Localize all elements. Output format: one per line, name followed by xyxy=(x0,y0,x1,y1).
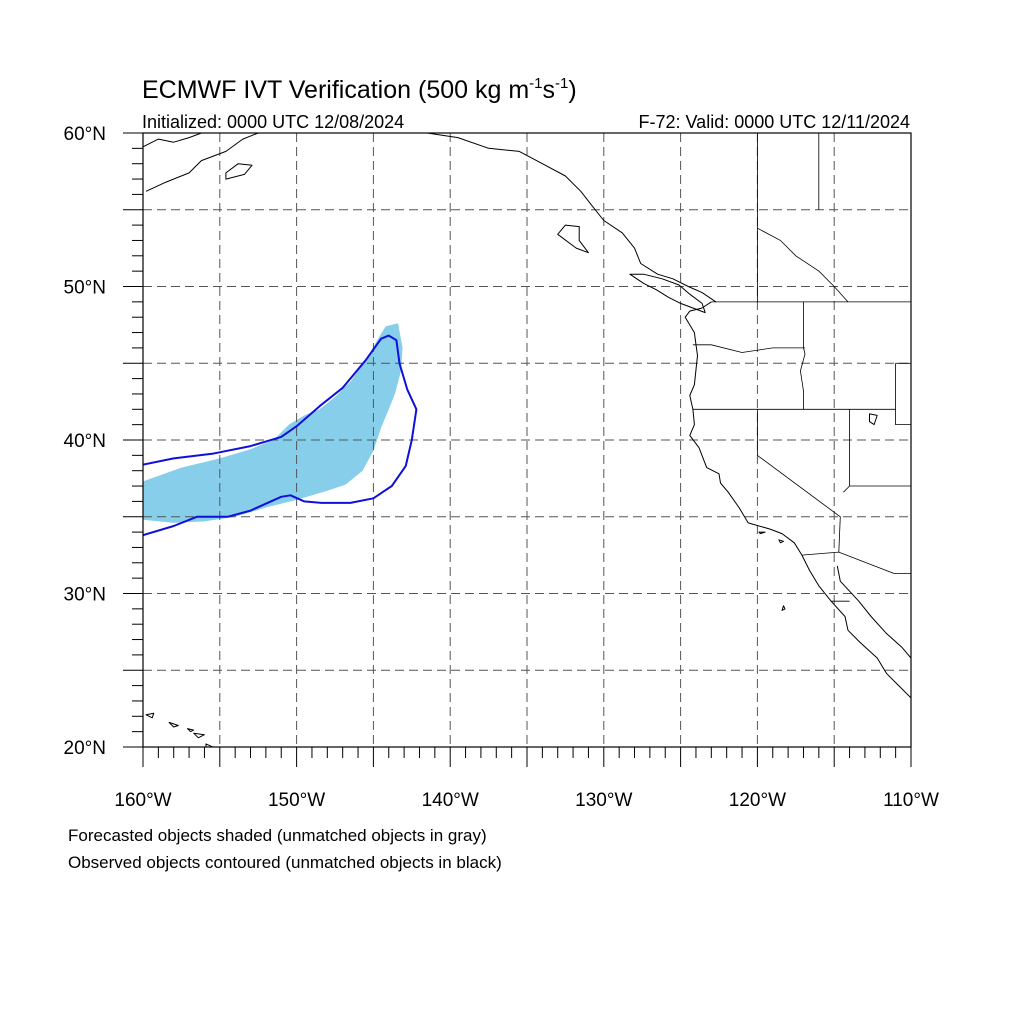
coastline xyxy=(193,732,205,739)
coastline xyxy=(187,728,195,733)
boundary-line xyxy=(757,409,841,553)
latitude-label: 40°N xyxy=(64,431,106,452)
figure-title: ECMWF IVT Verification (500 kg m-1s-1) xyxy=(142,75,577,104)
coastlines xyxy=(143,133,911,747)
coastline xyxy=(143,133,202,148)
coastline xyxy=(781,605,786,611)
latitude-label: 60°N xyxy=(64,124,106,145)
political-boundaries xyxy=(692,133,911,602)
boundary-line xyxy=(799,301,806,410)
latitude-label: 50°N xyxy=(64,278,106,299)
map-area xyxy=(143,133,911,747)
longitude-label: 110°W xyxy=(883,790,939,811)
forecast-layer xyxy=(143,323,403,523)
longitude-label: 160°W xyxy=(114,790,171,811)
observed-object-contour xyxy=(143,334,418,537)
observed-layer xyxy=(143,334,418,537)
axis-ticks xyxy=(123,132,912,767)
forecast-object xyxy=(143,323,403,523)
longitude-label: 120°W xyxy=(729,790,786,811)
gridlines xyxy=(143,133,911,747)
coastline xyxy=(778,539,784,544)
coastline xyxy=(836,565,911,659)
coastline xyxy=(557,224,589,254)
longitude-label: 140°W xyxy=(422,790,479,811)
valid-label: F-72: Valid: 0000 UTC 12/11/2024 xyxy=(639,112,911,132)
boundary-line xyxy=(757,227,849,303)
coastline xyxy=(145,712,155,719)
forecast-legend-note: Forecasted objects shaded (unmatched obj… xyxy=(68,826,487,845)
coastline xyxy=(427,133,717,303)
coastline xyxy=(869,413,878,426)
coastline xyxy=(684,301,911,699)
observed-legend-note: Observed objects contoured (unmatched ob… xyxy=(68,853,502,872)
coastline xyxy=(145,133,259,192)
coastline xyxy=(758,531,766,535)
coastline xyxy=(225,163,253,180)
coastline xyxy=(629,273,706,314)
longitude-label: 130°W xyxy=(575,790,632,811)
latitude-label: 30°N xyxy=(64,585,106,606)
initialized-label: Initialized: 0000 UTC 12/08/2024 xyxy=(142,112,404,132)
latitude-label: 20°N xyxy=(64,738,106,759)
boundary-line xyxy=(801,551,911,574)
boundary-line xyxy=(843,409,850,493)
boundary-line xyxy=(895,363,911,425)
longitude-label: 150°W xyxy=(268,790,325,811)
axis-labels: 160°W 150°W 140°W 130°W 120°W 110°W 60°N 50°N 40… xyxy=(64,124,939,811)
coastline xyxy=(168,721,179,728)
boundary-line xyxy=(692,344,805,353)
